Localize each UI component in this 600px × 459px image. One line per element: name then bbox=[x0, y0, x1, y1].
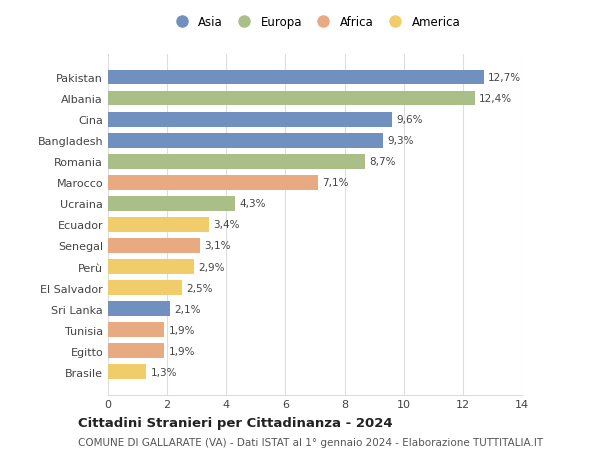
Bar bbox=[108, 155, 365, 169]
Text: 3,4%: 3,4% bbox=[213, 220, 239, 230]
Bar bbox=[108, 196, 235, 211]
Text: 8,7%: 8,7% bbox=[370, 157, 396, 167]
Legend: Asia, Europa, Africa, America: Asia, Europa, Africa, America bbox=[167, 13, 463, 31]
Bar bbox=[108, 260, 194, 274]
Text: 1,9%: 1,9% bbox=[169, 325, 195, 335]
Text: 7,1%: 7,1% bbox=[322, 178, 349, 188]
Text: 4,3%: 4,3% bbox=[239, 199, 266, 209]
Text: Cittadini Stranieri per Cittadinanza - 2024: Cittadini Stranieri per Cittadinanza - 2… bbox=[78, 416, 392, 429]
Bar bbox=[108, 344, 164, 358]
Bar bbox=[108, 280, 182, 295]
Text: 9,3%: 9,3% bbox=[388, 136, 414, 146]
Bar bbox=[108, 175, 318, 190]
Text: 2,1%: 2,1% bbox=[175, 304, 201, 314]
Text: 2,9%: 2,9% bbox=[198, 262, 224, 272]
Bar bbox=[108, 302, 170, 316]
Text: 12,7%: 12,7% bbox=[488, 73, 521, 83]
Bar bbox=[108, 112, 392, 127]
Bar bbox=[108, 91, 475, 106]
Bar bbox=[108, 134, 383, 148]
Text: 1,3%: 1,3% bbox=[151, 367, 178, 377]
Bar bbox=[108, 323, 164, 337]
Bar bbox=[108, 364, 146, 379]
Text: COMUNE DI GALLARATE (VA) - Dati ISTAT al 1° gennaio 2024 - Elaborazione TUTTITAL: COMUNE DI GALLARATE (VA) - Dati ISTAT al… bbox=[78, 437, 543, 447]
Text: 3,1%: 3,1% bbox=[204, 241, 230, 251]
Bar bbox=[108, 239, 200, 253]
Text: 9,6%: 9,6% bbox=[397, 115, 423, 125]
Bar bbox=[108, 71, 484, 85]
Text: 1,9%: 1,9% bbox=[169, 346, 195, 356]
Text: 2,5%: 2,5% bbox=[187, 283, 213, 293]
Text: 12,4%: 12,4% bbox=[479, 94, 512, 104]
Bar bbox=[108, 218, 209, 232]
